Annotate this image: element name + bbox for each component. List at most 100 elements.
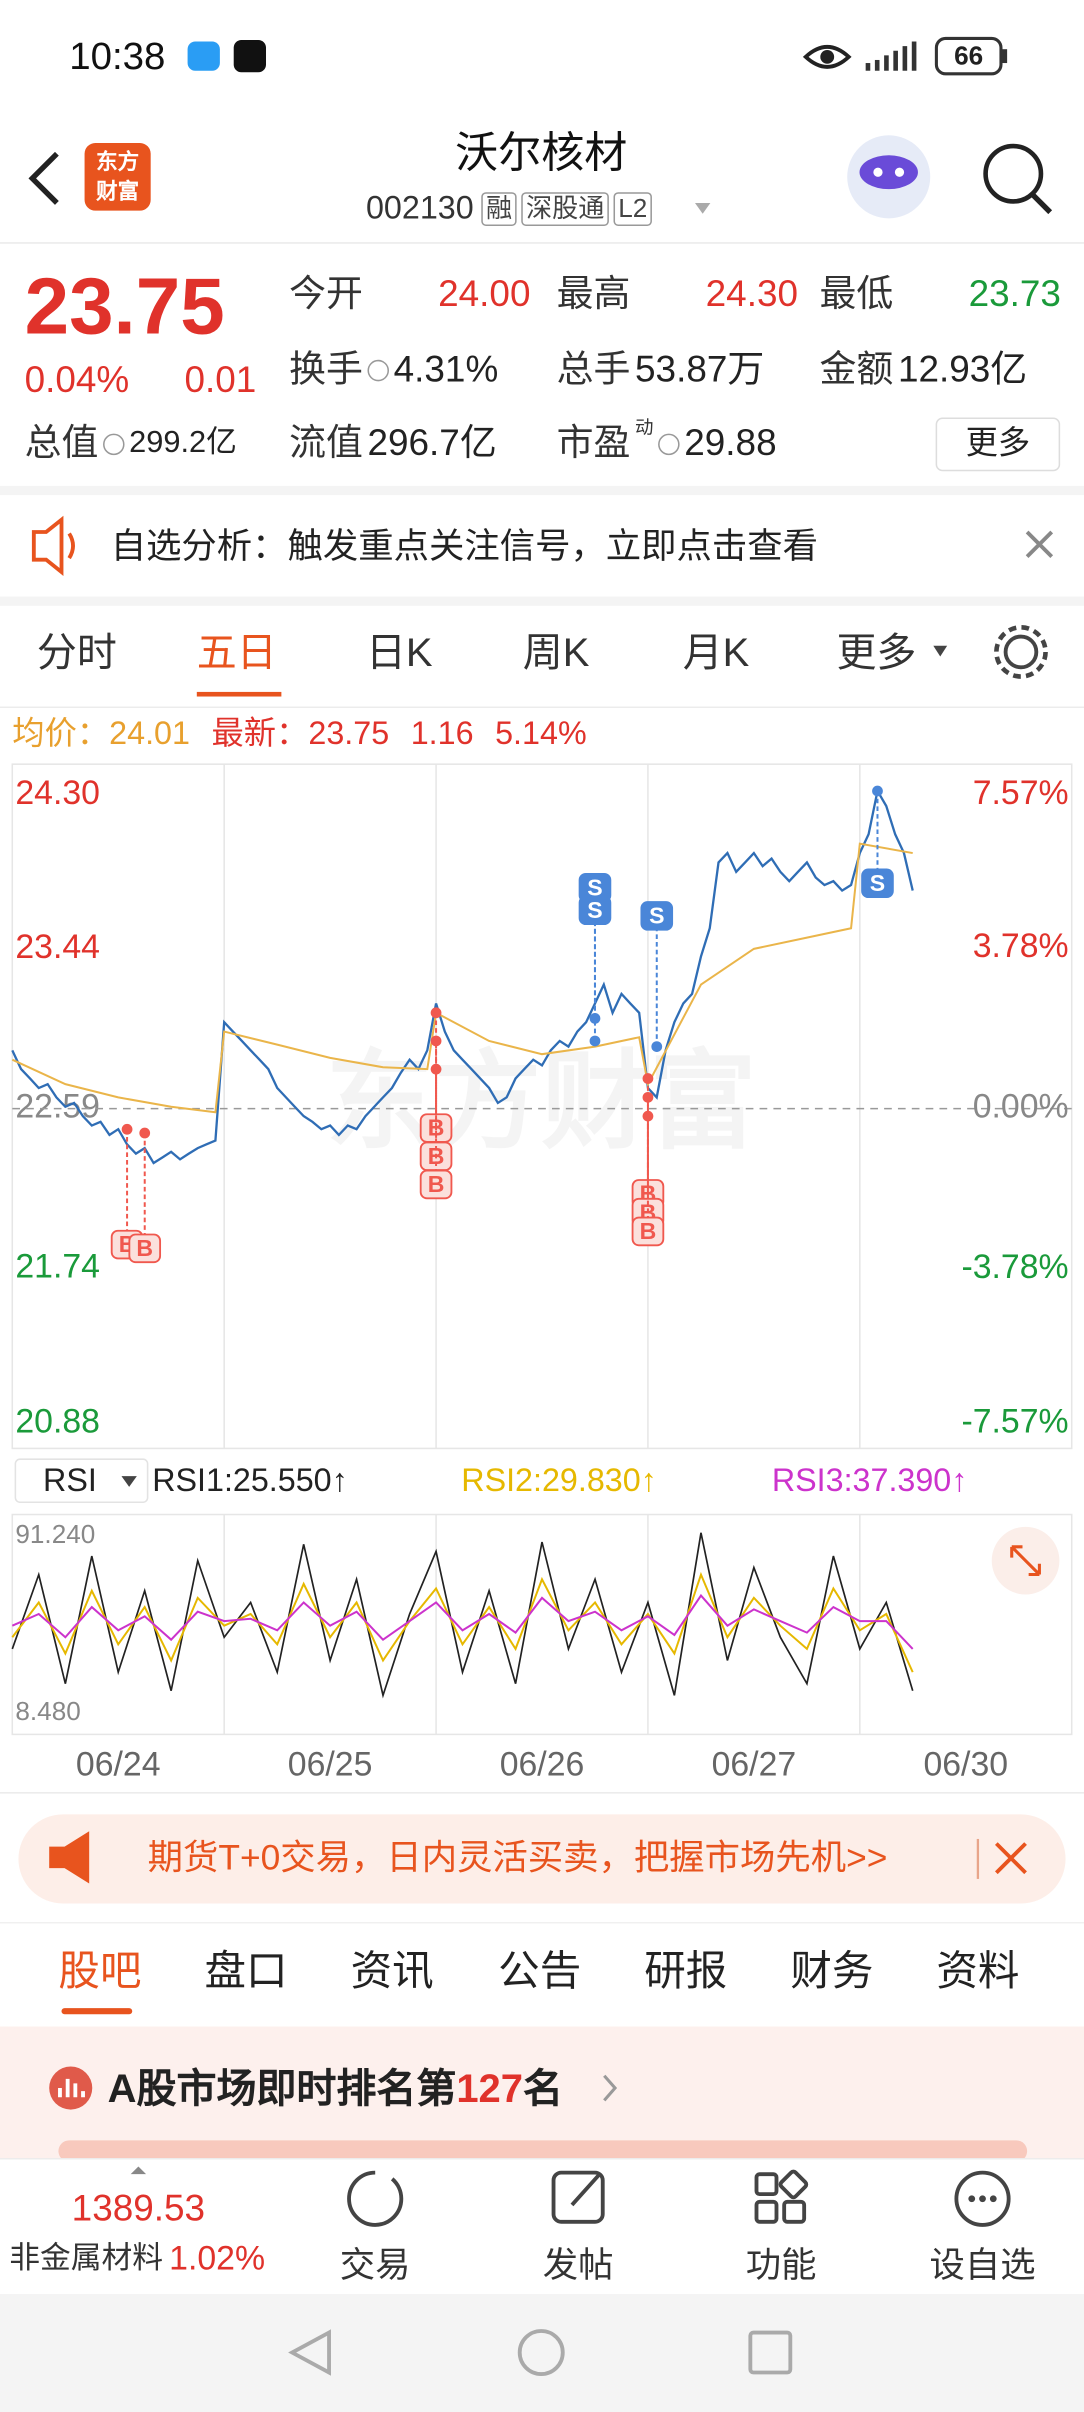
- last-value: 23.75: [308, 716, 390, 753]
- price-line: [11, 787, 914, 1165]
- signal-point: [651, 1041, 663, 1052]
- field-value: 299.2亿: [129, 426, 237, 461]
- avg-label: 均价：: [12, 716, 110, 753]
- chart-tab[interactable]: 周K: [522, 628, 590, 675]
- y-tick-label: 21.74: [15, 1247, 100, 1285]
- select-arrow: [121, 1476, 137, 1487]
- rsi-line: [11, 1571, 914, 1673]
- close-icon[interactable]: [1025, 530, 1054, 558]
- signal-badge: [861, 868, 894, 899]
- chart-tab[interactable]: 分时: [36, 628, 117, 675]
- x-tick-label: 06/24: [76, 1746, 161, 1784]
- info-tab[interactable]: 公告: [498, 1948, 582, 1995]
- avatar-eye: [873, 167, 883, 177]
- badge: L2: [613, 192, 652, 227]
- field-value: 4.31%: [393, 349, 499, 391]
- bottom-button[interactable]: 功能: [745, 2244, 817, 2285]
- field-sup: 动: [635, 416, 654, 439]
- bottom-button[interactable]: 发帖: [542, 2244, 614, 2285]
- chat-icon: [187, 41, 220, 71]
- more-button[interactable]: [935, 417, 1061, 472]
- search-handle: [1031, 193, 1053, 215]
- last-value: 1.16: [410, 716, 474, 753]
- search-icon[interactable]: [983, 143, 1044, 204]
- quote-field: 金额 12.93亿: [820, 345, 1028, 397]
- avatar-visor: [859, 155, 918, 190]
- signal-point: [642, 1073, 654, 1084]
- ranking-text[interactable]: A股市场即时排名第 127 名: [108, 2060, 563, 2116]
- legend-entry: RSI3:37.390↑: [772, 1462, 968, 1498]
- price-frame: [11, 763, 1073, 1450]
- ranking-icon-bars: [58, 2078, 85, 2098]
- info-tab[interactable]: 股吧: [58, 1948, 142, 1995]
- info-tab[interactable]: 资料: [936, 1948, 1020, 1995]
- quote-field: 总值 299.2亿: [25, 419, 237, 471]
- field-value: 53.87万: [635, 349, 765, 391]
- x-tick-label: 06/25: [288, 1746, 373, 1784]
- battery-level: 66: [954, 41, 984, 71]
- signal-point: [430, 1035, 442, 1047]
- info-tab[interactable]: 研报: [644, 1948, 728, 1995]
- nav-home[interactable]: [517, 2329, 565, 2376]
- signal-badge: [419, 1169, 453, 1200]
- info-tab[interactable]: 资讯: [350, 1948, 434, 1995]
- chart-tab[interactable]: 更多: [836, 628, 917, 675]
- indicator-name: RSI: [43, 1462, 97, 1498]
- signal-label: B: [428, 1171, 445, 1197]
- more-label[interactable]: 更多: [965, 426, 1031, 462]
- speaker-wave: [67, 532, 75, 560]
- signal-label: S: [870, 870, 885, 896]
- chart-tab[interactable]: 月K: [682, 628, 750, 675]
- signal-label: B: [136, 1235, 153, 1261]
- signal-label: B: [640, 1218, 657, 1244]
- chart-tab[interactable]: 五日: [196, 628, 277, 675]
- notice-text[interactable]: 自选分析：触发重点关注信号，立即点击查看: [110, 525, 818, 566]
- y-tick-label: 23.44: [15, 928, 100, 966]
- x-tick-label: 06/30: [923, 1746, 1008, 1784]
- info-tab-underline: [61, 2008, 133, 2015]
- logo-text: 财富: [96, 178, 140, 204]
- ranking-bar: [58, 2140, 1028, 2162]
- avg-line: [11, 842, 913, 1114]
- signal-label: S: [649, 903, 664, 929]
- chart-tab[interactable]: 日K: [365, 628, 433, 675]
- rsi-line: [11, 1593, 914, 1650]
- nav-recent[interactable]: [748, 2330, 793, 2375]
- signal-point: [139, 1127, 151, 1139]
- field-value: 23.73: [968, 273, 1061, 316]
- promo-bg[interactable]: [18, 1814, 1066, 1904]
- quote-field: 最高 24.30: [557, 269, 798, 321]
- info-tab[interactable]: 财务: [790, 1948, 874, 1995]
- ranking-icon: [49, 2066, 93, 2110]
- field-value: 24.30: [705, 273, 799, 316]
- y2-tick-label: 7.57%: [973, 774, 1069, 812]
- nav-back[interactable]: [288, 2329, 331, 2376]
- last-value: 5.14%: [495, 716, 587, 753]
- sector-name[interactable]: 非金属材料: [9, 2241, 163, 2276]
- signal-point: [121, 1123, 133, 1135]
- field-label: 换手: [289, 349, 363, 391]
- tab-underline: [196, 691, 282, 697]
- back-icon[interactable]: [28, 151, 59, 205]
- info-tab[interactable]: 盘口: [204, 1948, 288, 1995]
- status-time: 10:38: [69, 34, 166, 78]
- settings-icon[interactable]: [1003, 634, 1039, 670]
- indicator-select[interactable]: [14, 1458, 149, 1503]
- sector-pct[interactable]: 1.02%: [169, 2238, 266, 2277]
- eye-icon: [802, 44, 852, 69]
- bottom-button[interactable]: 交易: [339, 2244, 411, 2285]
- field-value: 24.00: [438, 273, 531, 316]
- y-tick-label: 20.88: [15, 1403, 100, 1441]
- rsi-tick-label: 91.240: [15, 1519, 95, 1549]
- signal-badge: [640, 901, 674, 931]
- legend-entry: RSI1:25.550↑: [152, 1462, 348, 1498]
- signal-point: [642, 1110, 654, 1122]
- quote-field: 总手 53.87万: [557, 345, 765, 397]
- bottom-button[interactable]: 设自选: [929, 2244, 1036, 2285]
- tiktok-icon: [233, 39, 267, 73]
- y2-tick-label: 0.00%: [973, 1088, 1069, 1126]
- promo-close[interactable]: [994, 1842, 1027, 1875]
- promo-text[interactable]: 期货T+0交易，日内灵活买卖，把握市场先机>>: [147, 1837, 888, 1878]
- index-value[interactable]: 1389.53: [71, 2188, 206, 2230]
